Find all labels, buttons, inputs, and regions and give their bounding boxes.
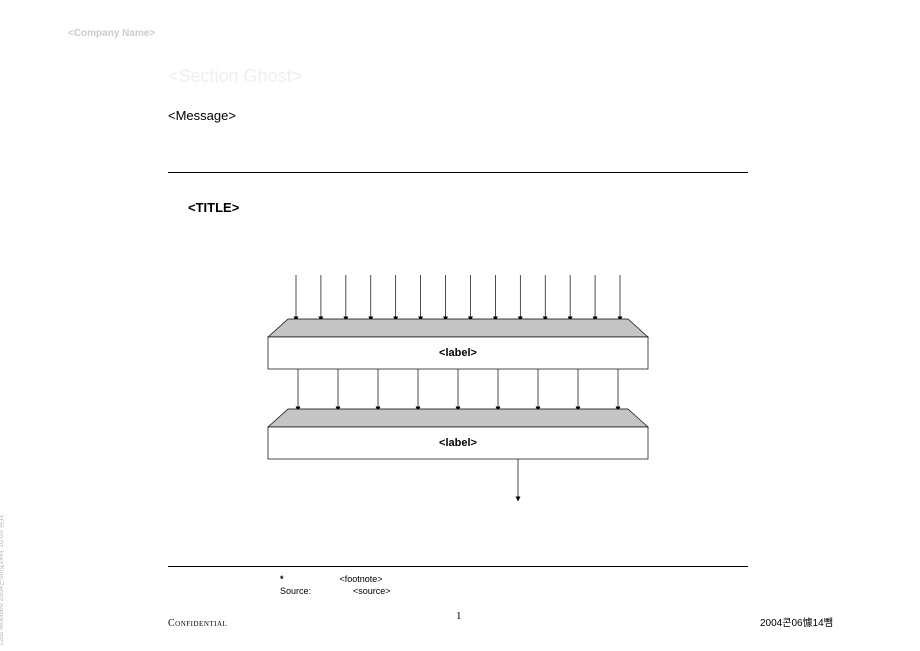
exhibit-title: <TITLE> [188,200,239,215]
last-modified: Last Modified 2004콘06悅14科 10:05 务兵 [0,514,6,645]
confidential-label: Confidential [168,618,227,629]
svg-text:<label>: <label> [439,437,477,449]
section-ghost: <Section Ghost> [168,66,302,87]
page-number: 1 [456,610,462,622]
message: <Message> [168,108,236,123]
svg-text:<label>: <label> [439,347,477,359]
footnote-row: * <footnote> [280,574,383,584]
footnote-text: <footnote> [340,574,383,584]
source-text: <source> [353,586,391,596]
divider-bottom [168,566,748,567]
footnote-marker: * [280,574,284,584]
company-name: <Company Name> [68,28,155,39]
source-row: Source: <source> [280,586,391,596]
funnel-diagram: <label> <label> [168,275,748,535]
footer-date: 2004콘06懅14뺌 [760,614,833,629]
divider-top [168,172,748,173]
source-label: Source: [280,586,311,596]
